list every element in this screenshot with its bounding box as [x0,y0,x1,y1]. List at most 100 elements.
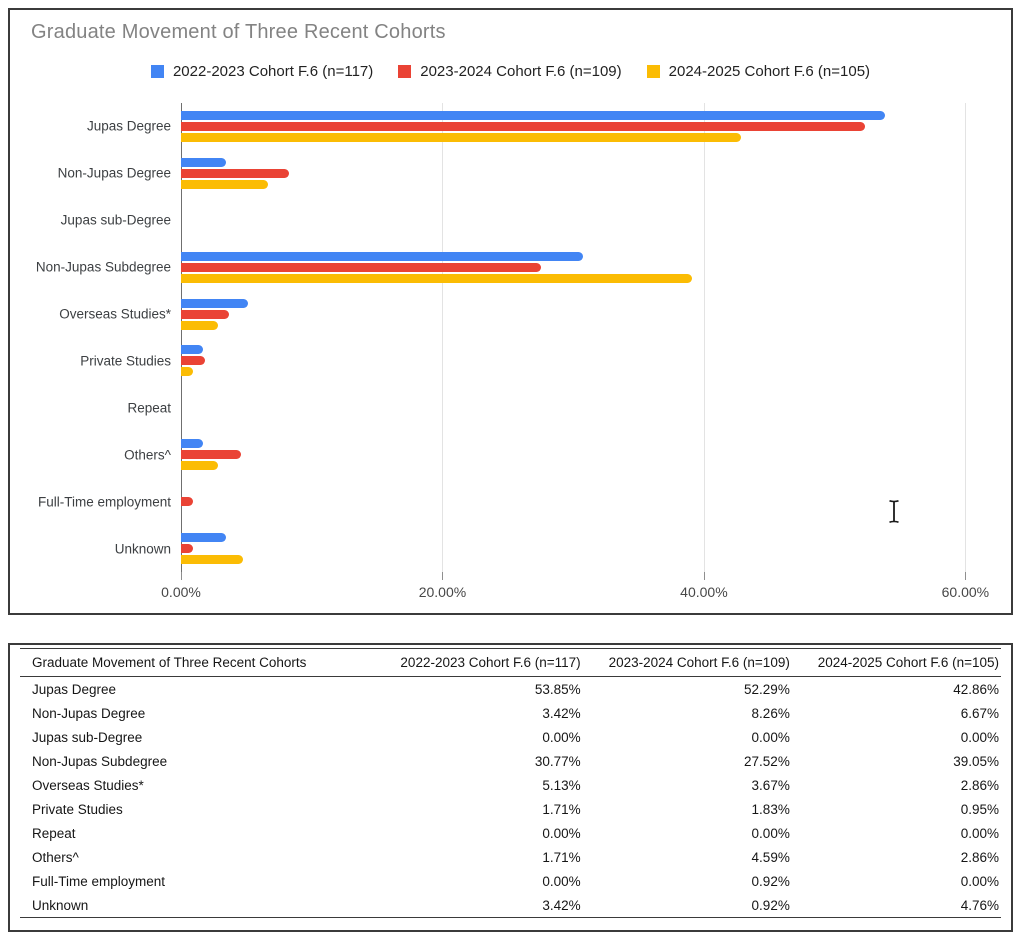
bar[interactable] [181,320,219,330]
table-body: Jupas Degree 53.85% 52.29% 42.86% Non-Jupas … [20,677,1001,918]
row-value-cell: 5.13% [542,777,581,793]
row-value-cell: 6.67% [960,705,999,721]
row-value-cell: 0.95% [960,801,999,817]
bar[interactable] [181,544,194,554]
text-cursor-icon [889,500,899,523]
category-label: Full-Time employment [37,494,171,510]
row-value-cell: 4.59% [751,849,790,865]
bar-row: Non-Jupas Subdegree [36,244,985,291]
bar[interactable] [181,356,205,366]
row-value-cell: 52.29% [744,681,790,697]
bar[interactable] [181,497,194,507]
table-row: Unknown 3.42% 0.92% 4.76% [20,893,1001,918]
category-label: Jupas sub-Degree [60,212,171,228]
legend-item-0[interactable]: 2022-2023 Cohort F.6 (n=117) [150,63,373,80]
row-value-cell: 42.86% [953,681,999,697]
bar-row: Private Studies [80,338,985,385]
row-value-cell: 1.83% [751,801,790,817]
row-category-cell: Others^ [32,849,79,865]
table-header-cohort: 2024-2025 Cohort F.6 (n=105) [817,655,999,670]
row-value-cell: 0.00% [542,825,581,841]
row-value-cell: 0.92% [751,897,790,913]
chart-card: Graduate Movement of Three Recent Cohort… [8,8,1013,615]
category-label: Jupas Degree [86,118,171,134]
chart-title: Graduate Movement of Three Recent Cohort… [31,21,446,43]
x-axis-tick-label: 0.00% [161,584,201,600]
row-value-cell: 1.71% [542,849,581,865]
bar[interactable] [181,179,269,189]
row-value-cell: 0.00% [751,825,790,841]
bar-row: Jupas Degree [87,103,985,150]
chart-legend: 2022-2023 Cohort F.6 (n=117) 2023-2024 Co… [10,62,1011,80]
row-value-cell: 0.00% [960,825,999,841]
x-axis-tick-label: 20.00% [418,584,467,600]
bar-row: Non-Jupas Degree [58,150,985,197]
x-axis-tick-label: 60.00% [941,584,990,600]
bar[interactable] [181,309,229,319]
row-category-cell: Jupas Degree [32,681,117,697]
bar[interactable] [181,367,194,377]
bar[interactable] [181,121,865,131]
legend-item-2[interactable]: 2024-2025 Cohort F.6 (n=105) [646,62,871,80]
data-table-wrap: Graduate Movement of Three Recent Cohort… [20,648,1001,918]
table-header-cohort: 2023-2024 Cohort F.6 (n=109) [608,655,790,670]
bar-row: Full-Time employment [38,478,985,525]
bar-row: Jupas sub-Degree [61,197,985,244]
legend-item-1[interactable]: 2023-2024 Cohort F.6 (n=109) [398,62,622,80]
axis-tick [965,572,967,580]
data-table-card: Graduate Movement of Three Recent Cohort… [8,643,1013,932]
bar[interactable] [181,132,742,142]
bar[interactable] [181,450,241,460]
bar[interactable] [181,273,692,283]
legend-label: 2023-2024 Cohort F.6 (n=109) [420,62,622,80]
bar[interactable] [181,439,204,449]
table-row: Full-Time employment 0.00% 0.92% 0.00% [20,869,1001,893]
table-row: Jupas sub-Degree 0.00% 0.00% 0.00% [20,725,1001,749]
bar[interactable] [181,251,584,261]
gridline [442,103,444,572]
row-value-cell: 0.00% [960,729,999,745]
table-row: Others^ 1.71% 4.59% 2.86% [20,845,1001,869]
table-row: Overseas Studies* 5.13% 3.67% 2.86% [20,773,1001,797]
row-value-cell: 2.86% [960,849,999,865]
bar[interactable] [181,110,885,120]
table-header-cohort: 2022-2023 Cohort F.6 (n=117) [400,655,581,670]
row-value-cell: 2.86% [960,777,999,793]
bar[interactable] [181,345,204,355]
table-row: Repeat 0.00% 0.00% 0.00% [20,821,1001,845]
row-category-cell: Unknown [32,897,89,913]
row-value-cell: 27.52% [744,753,790,769]
table-row: Non-Jupas Degree 3.42% 8.26% 6.67% [20,701,1001,725]
bar-rows: Jupas Degree Non-Jupas Degree Jupas sub-De… [36,103,985,572]
row-category-cell: Repeat [32,825,76,841]
bar[interactable] [181,298,249,308]
row-value-cell: 1.71% [542,801,581,817]
y-axis-line [181,103,182,572]
bar[interactable] [181,533,226,543]
bar[interactable] [181,157,226,167]
row-category-cell: Full-Time employment [32,873,166,889]
legend-swatch-icon [150,64,164,78]
row-category-cell: Private Studies [32,801,123,817]
gridline [965,103,967,572]
row-value-cell: 3.42% [542,705,581,721]
bar[interactable] [181,168,289,178]
legend-label: 2024-2025 Cohort F.6 (n=105) [668,62,871,80]
row-value-cell: 39.05% [953,753,999,769]
axis-tick [442,572,444,580]
row-value-cell: 0.00% [960,873,999,889]
table-row: Non-Jupas Subdegree 30.77% 27.52% 39.05% [20,749,1001,773]
table-row: Private Studies 1.71% 1.83% 0.95% [20,797,1001,821]
bar[interactable] [181,262,541,272]
row-value-cell: 0.92% [751,873,790,889]
data-table: Graduate Movement of Three Recent Cohort… [20,648,1001,918]
bar[interactable] [181,555,244,565]
row-value-cell: 3.67% [751,777,790,793]
category-label: Non-Jupas Subdegree [35,259,171,275]
row-value-cell: 0.00% [542,873,581,889]
row-value-cell: 8.26% [751,705,790,721]
bar[interactable] [181,461,219,471]
category-label: Private Studies [80,353,171,369]
category-label: Non-Jupas Degree [57,165,171,181]
row-value-cell: 3.42% [542,897,581,913]
